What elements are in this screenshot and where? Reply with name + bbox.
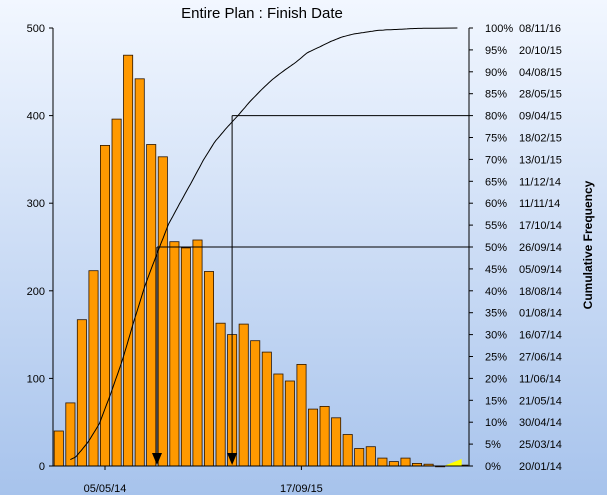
chart-title: Entire Plan : Finish Date [181, 5, 343, 22]
cumulative-date-label: 30/04/14 [519, 417, 562, 429]
histogram-bar [134, 78, 145, 467]
histogram-bar [53, 430, 64, 467]
cumulative-percent-label: 10% [485, 417, 507, 429]
cumulative-date-label: 13/01/15 [519, 154, 562, 166]
histogram-bar [365, 446, 376, 467]
y-tick-label: 0 [39, 461, 45, 473]
histogram-bar [284, 380, 295, 467]
histogram-bar [331, 417, 342, 467]
histogram-bar [65, 402, 76, 467]
cumulative-percent-label: 35% [485, 308, 507, 320]
histogram-bar [250, 340, 261, 467]
y-tick-label: 100 [27, 373, 45, 385]
cumulative-percent-label: 75% [485, 133, 507, 145]
cumulative-date-label: 17/10/14 [519, 220, 562, 232]
cumulative-percent-label: 80% [485, 111, 507, 123]
cumulative-date-label: 04/08/15 [519, 67, 562, 79]
cumulative-date-label: 01/08/14 [519, 308, 562, 320]
cumulative-date-label: 25/03/14 [519, 439, 562, 451]
cumulative-percent-label: 30% [485, 330, 507, 342]
cumulative-percent-label: 90% [485, 67, 507, 79]
histogram-bar [273, 373, 284, 467]
histogram-bar [307, 408, 318, 467]
cumulative-date-label: 16/07/14 [519, 330, 562, 342]
cumulative-percent-label: 5% [485, 439, 501, 451]
histogram-bar [203, 271, 214, 467]
cumulative-percent-label: 15% [485, 395, 507, 407]
cumulative-date-label: 26/09/14 [519, 242, 562, 254]
histogram-bar [180, 247, 191, 467]
histogram-bar [215, 322, 226, 467]
cumulative-date-label: 20/01/14 [519, 461, 562, 473]
y-tick-label: 300 [27, 198, 45, 210]
x-tick-label: 05/05/14 [84, 483, 127, 495]
y-tick-label: 200 [27, 286, 45, 298]
cumulative-date-label: 11/06/14 [519, 373, 561, 385]
cumulative-percent-label: 25% [485, 352, 507, 364]
cumulative-percent-label: 95% [485, 45, 507, 57]
cumulative-date-label: 09/04/15 [519, 111, 562, 123]
histogram-bar [169, 241, 180, 467]
cumulative-curve [70, 27, 458, 461]
histogram-bar [354, 448, 365, 467]
arrow-down-icon [227, 453, 238, 465]
cumulative-date-label: 05/09/14 [519, 264, 562, 276]
cumulative-date-label: 20/10/15 [519, 45, 562, 57]
histogram-bar [296, 363, 307, 467]
cumulative-percent-label: 65% [485, 176, 507, 188]
cumulative-percent-label: 45% [485, 264, 507, 276]
cumulative-percent-label: 40% [485, 286, 507, 298]
y-tick-label: 400 [27, 111, 45, 123]
cumulative-percent-label: 0% [485, 461, 501, 473]
cumulative-date-label: 08/11/16 [519, 23, 561, 35]
histogram-bar [377, 457, 388, 467]
cumulative-percent-label: 70% [485, 154, 507, 166]
histogram-bar [319, 405, 330, 467]
cumulative-date-label: 11/11/14 [519, 198, 560, 210]
cumulative-percent-label: 20% [485, 373, 507, 385]
arrow-down-icon [152, 453, 162, 465]
y-tick-label: 500 [27, 23, 45, 35]
cumulative-date-label: 11/12/14 [519, 176, 561, 188]
cumulative-percent-label: 60% [485, 198, 507, 210]
histogram-bar [388, 461, 399, 467]
histogram-bar [261, 351, 272, 467]
histogram-bar [123, 54, 134, 467]
x-tick-label: 17/09/15 [280, 483, 323, 495]
histogram-bar [146, 144, 157, 467]
histogram-bar [400, 457, 411, 467]
cumulative-date-label: 18/02/15 [519, 133, 562, 145]
histogram-bar [192, 239, 203, 467]
cumulative-percent-label: 85% [485, 89, 507, 101]
cumulative-percent-label: 55% [485, 220, 507, 232]
cumulative-date-label: 28/05/15 [519, 89, 562, 101]
histogram-bar [76, 319, 87, 467]
cumulative-percent-label: 100% [485, 23, 513, 35]
tail-marker [443, 459, 462, 466]
right-axis-label: Cumulative Frequency [581, 180, 595, 309]
histogram-bar [342, 434, 353, 467]
histogram-bar [111, 118, 122, 467]
cumulative-date-label: 27/06/14 [519, 352, 562, 364]
histogram-bar [157, 156, 168, 467]
cumulative-date-label: 18/08/14 [519, 286, 562, 298]
histogram-bar [88, 270, 99, 467]
cumulative-date-label: 21/05/14 [519, 395, 562, 407]
histogram-bar [238, 323, 249, 467]
cumulative-percent-label: 50% [485, 242, 507, 254]
